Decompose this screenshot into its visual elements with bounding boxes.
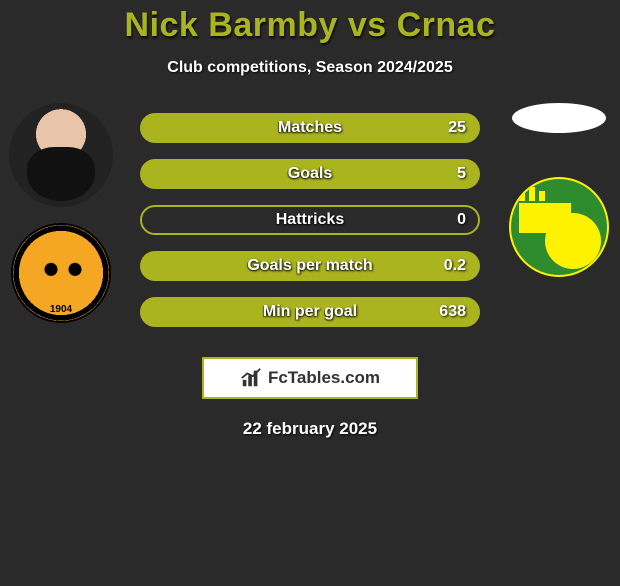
stat-value-p2: 0.2	[444, 251, 466, 281]
player2-column	[504, 103, 614, 323]
player1-team-badge: 1904	[11, 223, 111, 323]
player1-avatar	[9, 103, 113, 207]
stat-bar: Hattricks0	[140, 205, 480, 235]
stat-value-p2: 25	[448, 113, 466, 143]
stat-value-p2: 638	[439, 297, 466, 327]
comparison-panel: 1904 Matches25 Goals5 Hattricks0 Goals per …	[0, 103, 620, 353]
subtitle: Club competitions, Season 2024/2025	[0, 59, 620, 77]
stat-label: Matches	[140, 113, 480, 143]
player1-column: 1904	[6, 103, 116, 323]
stat-value-p2: 5	[457, 159, 466, 189]
player2-team-badge	[509, 177, 609, 277]
player1-team-year: 1904	[13, 304, 109, 315]
brand-badge: FcTables.com	[202, 357, 418, 399]
page-title: Nick Barmby vs Crnac	[0, 6, 620, 45]
stat-bar: Goals per match0.2	[140, 251, 480, 281]
stat-label: Hattricks	[140, 205, 480, 235]
chart-icon	[240, 367, 262, 389]
stat-value-p2: 0	[457, 205, 466, 235]
stat-bars: Matches25 Goals5 Hattricks0 Goals per match…	[140, 113, 480, 343]
stat-bar: Goals5	[140, 159, 480, 189]
stat-label: Goals per match	[140, 251, 480, 281]
stat-bar: Matches25	[140, 113, 480, 143]
player2-flag	[512, 103, 606, 133]
date-text: 22 february 2025	[0, 419, 620, 439]
stat-label: Min per goal	[140, 297, 480, 327]
stat-bar: Min per goal638	[140, 297, 480, 327]
stat-label: Goals	[140, 159, 480, 189]
brand-label: FcTables.com	[268, 368, 380, 388]
